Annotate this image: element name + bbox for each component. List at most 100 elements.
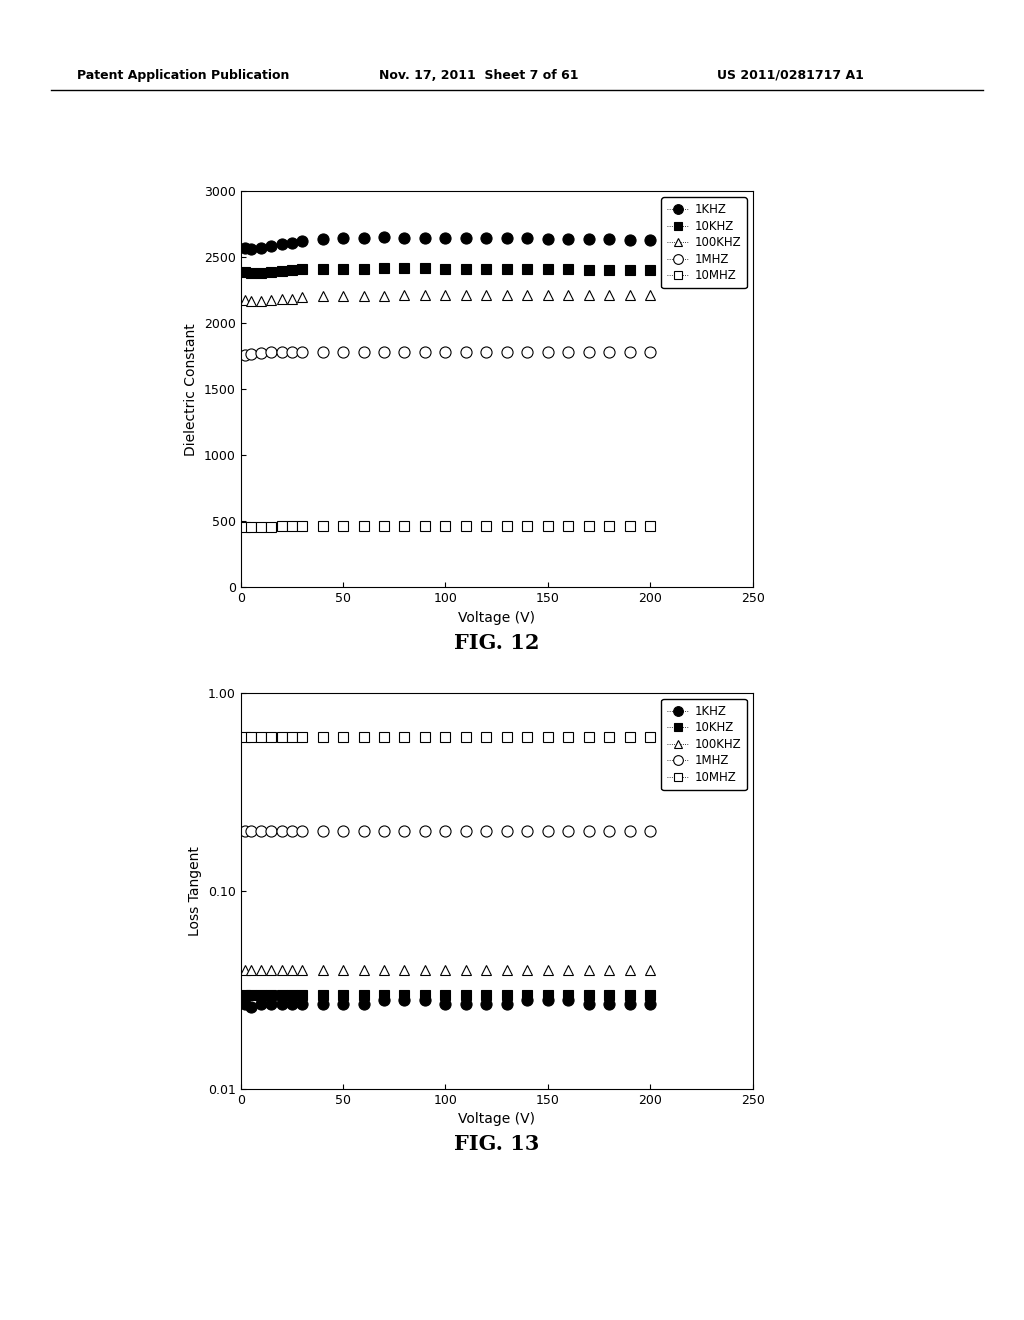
1MHZ — [562, 824, 574, 840]
Line: 10MHZ: 10MHZ — [240, 733, 655, 742]
1MHZ — [603, 345, 615, 360]
1KHZ — [275, 995, 288, 1011]
1MHZ — [245, 824, 257, 840]
100KHZ — [239, 293, 251, 309]
1MHZ — [439, 345, 452, 360]
10MHZ — [316, 729, 329, 744]
1MHZ — [460, 824, 472, 840]
1KHZ — [245, 999, 257, 1015]
100KHZ — [337, 962, 349, 978]
10MHZ — [419, 729, 431, 744]
10KHZ — [480, 261, 493, 277]
10MHZ — [439, 519, 452, 535]
10MHZ — [644, 519, 656, 535]
100KHZ — [286, 290, 298, 306]
1MHZ — [644, 345, 656, 360]
10MHZ — [398, 519, 411, 535]
100KHZ — [378, 288, 390, 304]
100KHZ — [542, 288, 554, 304]
10KHZ — [316, 261, 329, 277]
1KHZ — [521, 993, 534, 1008]
100KHZ — [296, 289, 308, 305]
10KHZ — [542, 986, 554, 1002]
10KHZ — [337, 986, 349, 1002]
10KHZ — [357, 261, 370, 277]
100KHZ — [316, 962, 329, 978]
10KHZ — [245, 986, 257, 1002]
1MHZ — [378, 824, 390, 840]
1KHZ — [644, 232, 656, 248]
Line: 100KHZ: 100KHZ — [240, 965, 655, 974]
10MHZ — [337, 729, 349, 744]
10KHZ — [644, 261, 656, 279]
10KHZ — [439, 986, 452, 1002]
10MHZ — [521, 519, 534, 535]
10KHZ — [398, 260, 411, 276]
10MHZ — [521, 729, 534, 744]
1MHZ — [239, 824, 251, 840]
1KHZ — [624, 995, 636, 1011]
10MHZ — [286, 729, 298, 744]
1KHZ — [296, 995, 308, 1011]
1MHZ — [357, 824, 370, 840]
1KHZ — [239, 240, 251, 256]
100KHZ — [296, 962, 308, 978]
100KHZ — [460, 288, 472, 304]
10KHZ — [562, 261, 574, 277]
10MHZ — [296, 729, 308, 744]
X-axis label: Voltage (V): Voltage (V) — [458, 1113, 536, 1126]
1MHZ — [562, 345, 574, 360]
1MHZ — [337, 345, 349, 360]
Line: 1KHZ: 1KHZ — [240, 995, 655, 1012]
Legend: 1KHZ, 10KHZ, 100KHZ, 1MHZ, 10MHZ: 1KHZ, 10KHZ, 100KHZ, 1MHZ, 10MHZ — [662, 698, 746, 789]
Legend: 1KHZ, 10KHZ, 100KHZ, 1MHZ, 10MHZ: 1KHZ, 10KHZ, 100KHZ, 1MHZ, 10MHZ — [662, 197, 746, 288]
1KHZ — [480, 995, 493, 1011]
10KHZ — [501, 986, 513, 1002]
10MHZ — [255, 729, 267, 744]
1MHZ — [583, 824, 595, 840]
Line: 100KHZ: 100KHZ — [240, 290, 655, 306]
100KHZ — [562, 288, 574, 304]
1KHZ — [296, 234, 308, 249]
100KHZ — [439, 288, 452, 304]
10KHZ — [501, 261, 513, 277]
1KHZ — [398, 230, 411, 246]
10MHZ — [562, 729, 574, 744]
100KHZ — [644, 962, 656, 978]
10KHZ — [624, 261, 636, 279]
Text: US 2011/0281717 A1: US 2011/0281717 A1 — [717, 69, 863, 82]
1KHZ — [603, 231, 615, 247]
1MHZ — [521, 345, 534, 360]
100KHZ — [501, 288, 513, 304]
10MHZ — [357, 519, 370, 535]
10KHZ — [286, 986, 298, 1002]
10MHZ — [460, 519, 472, 535]
10KHZ — [603, 986, 615, 1002]
1MHZ — [245, 346, 257, 362]
1MHZ — [583, 345, 595, 360]
10KHZ — [265, 986, 278, 1002]
Line: 1MHZ: 1MHZ — [240, 826, 655, 837]
1KHZ — [316, 995, 329, 1011]
100KHZ — [603, 288, 615, 304]
100KHZ — [239, 962, 251, 978]
1KHZ — [378, 993, 390, 1008]
10KHZ — [255, 265, 267, 281]
100KHZ — [286, 962, 298, 978]
Line: 10KHZ: 10KHZ — [240, 263, 655, 279]
100KHZ — [419, 288, 431, 304]
10KHZ — [521, 986, 534, 1002]
1KHZ — [439, 230, 452, 246]
Line: 1KHZ: 1KHZ — [240, 231, 655, 255]
100KHZ — [265, 292, 278, 308]
1MHZ — [378, 345, 390, 360]
1MHZ — [265, 345, 278, 360]
10MHZ — [419, 519, 431, 535]
10MHZ — [480, 519, 493, 535]
1MHZ — [265, 824, 278, 840]
100KHZ — [419, 962, 431, 978]
1MHZ — [501, 345, 513, 360]
1KHZ — [357, 995, 370, 1011]
1MHZ — [296, 824, 308, 840]
10KHZ — [419, 260, 431, 276]
